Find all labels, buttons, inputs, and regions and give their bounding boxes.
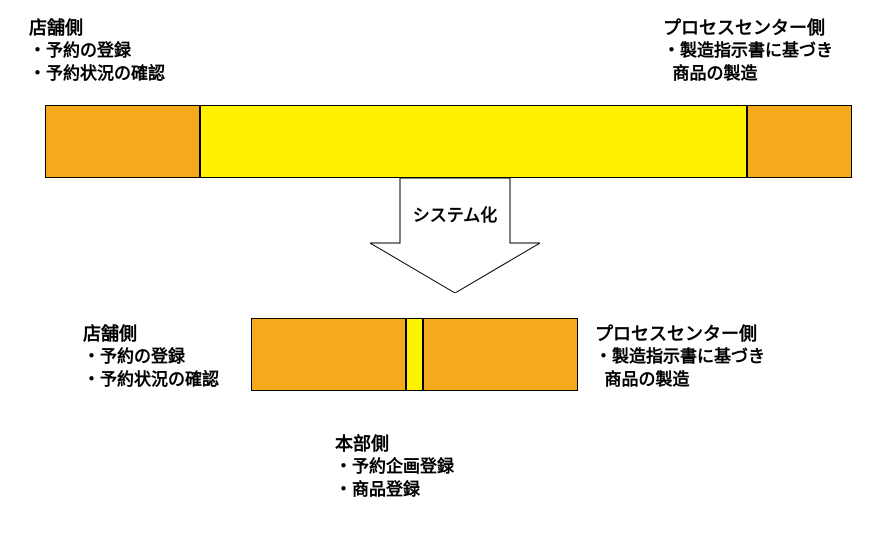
bottom-right-bullet-2: 商品の製造 bbox=[595, 369, 765, 392]
top-right-title: プロセスセンター側 bbox=[663, 16, 833, 40]
top-left-title: 店舗側 bbox=[29, 16, 165, 40]
bottom-left-bullet-1: ・予約の登録 bbox=[83, 346, 219, 369]
bar-segment bbox=[747, 105, 852, 178]
bottom-center-bullet-2: ・商品登録 bbox=[335, 479, 454, 502]
bottom-left-bullet-2: ・予約状況の確認 bbox=[83, 369, 219, 392]
top-left-bullet-2: ・予約状況の確認 bbox=[29, 63, 165, 86]
bottom-right-title: プロセスセンター側 bbox=[595, 322, 765, 346]
top-right-bullet-1: ・製造指示書に基づき bbox=[663, 40, 833, 63]
bottom-right-label: プロセスセンター側 ・製造指示書に基づき 商品の製造 bbox=[595, 322, 765, 392]
top-left-label: 店舗側 ・予約の登録 ・予約状況の確認 bbox=[29, 16, 165, 86]
arrow-label: システム化 bbox=[400, 201, 510, 226]
bar-segment bbox=[45, 105, 200, 178]
bar-segment bbox=[406, 318, 423, 391]
bottom-center-bullet-1: ・予約企画登録 bbox=[335, 456, 454, 479]
bottom-center-title: 本部側 bbox=[335, 432, 454, 456]
top-right-bullet-2: 商品の製造 bbox=[663, 63, 833, 86]
top-left-bullet-1: ・予約の登録 bbox=[29, 40, 165, 63]
bottom-left-label: 店舗側 ・予約の登録 ・予約状況の確認 bbox=[83, 322, 219, 392]
down-arrow: システム化 bbox=[370, 178, 540, 293]
bottom-center-label: 本部側 ・予約企画登録 ・商品登録 bbox=[335, 432, 454, 502]
bar-segment bbox=[200, 105, 747, 178]
bar-segment bbox=[423, 318, 578, 391]
bottom-right-bullet-1: ・製造指示書に基づき bbox=[595, 346, 765, 369]
bottom-left-title: 店舗側 bbox=[83, 322, 219, 346]
bar-segment bbox=[251, 318, 406, 391]
top-right-label: プロセスセンター側 ・製造指示書に基づき 商品の製造 bbox=[663, 16, 833, 86]
arrow-svg bbox=[370, 178, 540, 293]
